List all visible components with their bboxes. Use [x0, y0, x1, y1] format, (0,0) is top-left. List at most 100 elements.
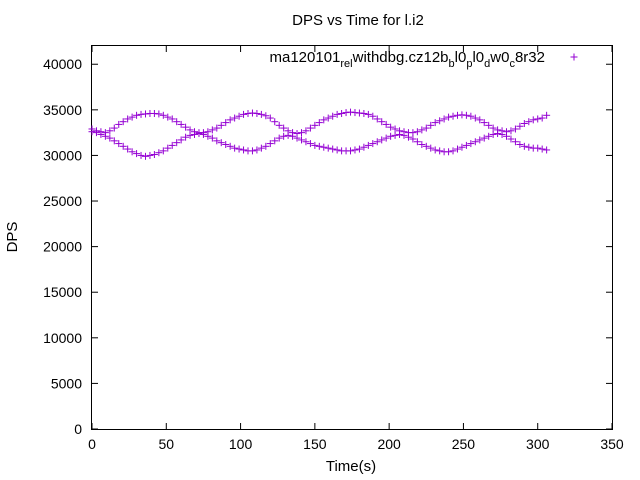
data-point-upper [168, 115, 176, 123]
data-point-upper [391, 125, 399, 133]
data-point-upper [520, 120, 528, 128]
data-point-upper [489, 124, 497, 132]
data-point-lower [115, 140, 123, 148]
data-point-lower [271, 137, 279, 145]
data-point-lower [347, 147, 355, 155]
data-point-lower [427, 144, 435, 152]
data-point-upper [480, 119, 488, 127]
data-point-upper [378, 118, 386, 126]
data-point-lower [146, 151, 154, 159]
data-point-lower [191, 130, 199, 138]
y-tick-label: 40000 [43, 56, 82, 72]
data-point-upper [213, 124, 221, 132]
data-point-lower [489, 130, 497, 138]
data-point-upper [217, 121, 225, 129]
data-point-upper [445, 113, 453, 121]
data-point-lower [110, 137, 118, 145]
data-point-upper [128, 113, 136, 121]
y-tick-label: 5000 [51, 375, 82, 391]
data-point-upper [315, 119, 323, 127]
data-point-upper [529, 116, 537, 124]
data-point-upper [311, 121, 319, 129]
data-point-lower [235, 145, 243, 153]
data-point-upper [208, 126, 216, 134]
data-point-lower [97, 130, 105, 138]
data-point-upper [297, 129, 305, 137]
data-point-upper [222, 119, 230, 127]
data-point-upper [257, 110, 265, 118]
data-point-lower [333, 146, 341, 154]
data-point-upper [534, 115, 542, 123]
data-point-lower [534, 144, 542, 152]
data-point-lower [306, 140, 314, 148]
data-point-lower [101, 132, 109, 140]
data-point-lower [231, 144, 239, 152]
data-point-lower [195, 130, 203, 138]
data-point-lower [449, 147, 457, 155]
data-point-lower [124, 145, 132, 153]
data-point-lower [173, 139, 181, 147]
data-point-lower [445, 148, 453, 156]
data-point-lower [462, 141, 470, 149]
y-tick-label: 25000 [43, 193, 82, 209]
data-point-lower [520, 142, 528, 150]
data-point-upper [387, 123, 395, 131]
data-point-upper [106, 127, 114, 135]
data-point-upper [543, 111, 551, 119]
data-point-lower [543, 146, 551, 154]
x-tick-label: 250 [452, 436, 476, 452]
data-point-lower [315, 142, 323, 150]
data-point-upper [271, 118, 279, 126]
data-point-lower [511, 138, 519, 146]
data-point-upper [431, 119, 439, 127]
data-point-upper [164, 113, 172, 121]
data-point-upper [436, 117, 444, 125]
data-point-lower [324, 144, 332, 152]
data-point-lower [320, 143, 328, 151]
data-point-upper [360, 109, 368, 117]
data-point-lower [458, 143, 466, 151]
data-point-lower [302, 138, 310, 146]
data-point-lower [280, 132, 288, 140]
data-point-lower [92, 129, 100, 137]
data-point-lower [436, 147, 444, 155]
x-tick-label: 100 [229, 436, 253, 452]
data-point-lower [248, 147, 256, 155]
data-point-upper [382, 120, 390, 128]
x-tick-label: 0 [88, 436, 96, 452]
data-point-lower [422, 142, 430, 150]
data-point-upper [422, 124, 430, 132]
data-point-lower [351, 146, 359, 154]
x-tick-label: 300 [526, 436, 550, 452]
x-tick-label: 50 [158, 436, 174, 452]
legend-marker [570, 53, 578, 61]
data-point-lower [182, 133, 190, 141]
data-point-lower [467, 140, 475, 148]
data-point-lower [266, 140, 274, 148]
data-point-lower [88, 128, 96, 136]
data-point-lower [275, 134, 283, 142]
data-point-lower [387, 132, 395, 140]
legend-series-label: ma120101relwithdbg.cz12bbl0pl0dw0c8r32 [269, 49, 545, 70]
data-point-lower [159, 147, 167, 155]
data-point-lower [391, 131, 399, 139]
data-point-lower [400, 131, 408, 139]
data-point-lower [289, 132, 297, 140]
data-point-lower [503, 132, 511, 140]
data-point-lower [431, 146, 439, 154]
x-tick-label: 350 [600, 436, 624, 452]
data-point-upper [262, 112, 270, 120]
data-point-upper [320, 116, 328, 124]
data-points [88, 108, 551, 160]
data-point-upper [182, 123, 190, 131]
y-tick-label: 30000 [43, 147, 82, 163]
data-point-lower [507, 135, 515, 143]
y-tick-label: 20000 [43, 239, 82, 255]
data-point-upper [124, 115, 132, 123]
y-axis-ticks: 0 5000 10000 15000 20000 25000 30000 35000 40000 [43, 56, 612, 437]
data-point-lower [106, 134, 114, 142]
x-tick-label: 200 [377, 436, 401, 452]
data-point-upper [467, 112, 475, 120]
